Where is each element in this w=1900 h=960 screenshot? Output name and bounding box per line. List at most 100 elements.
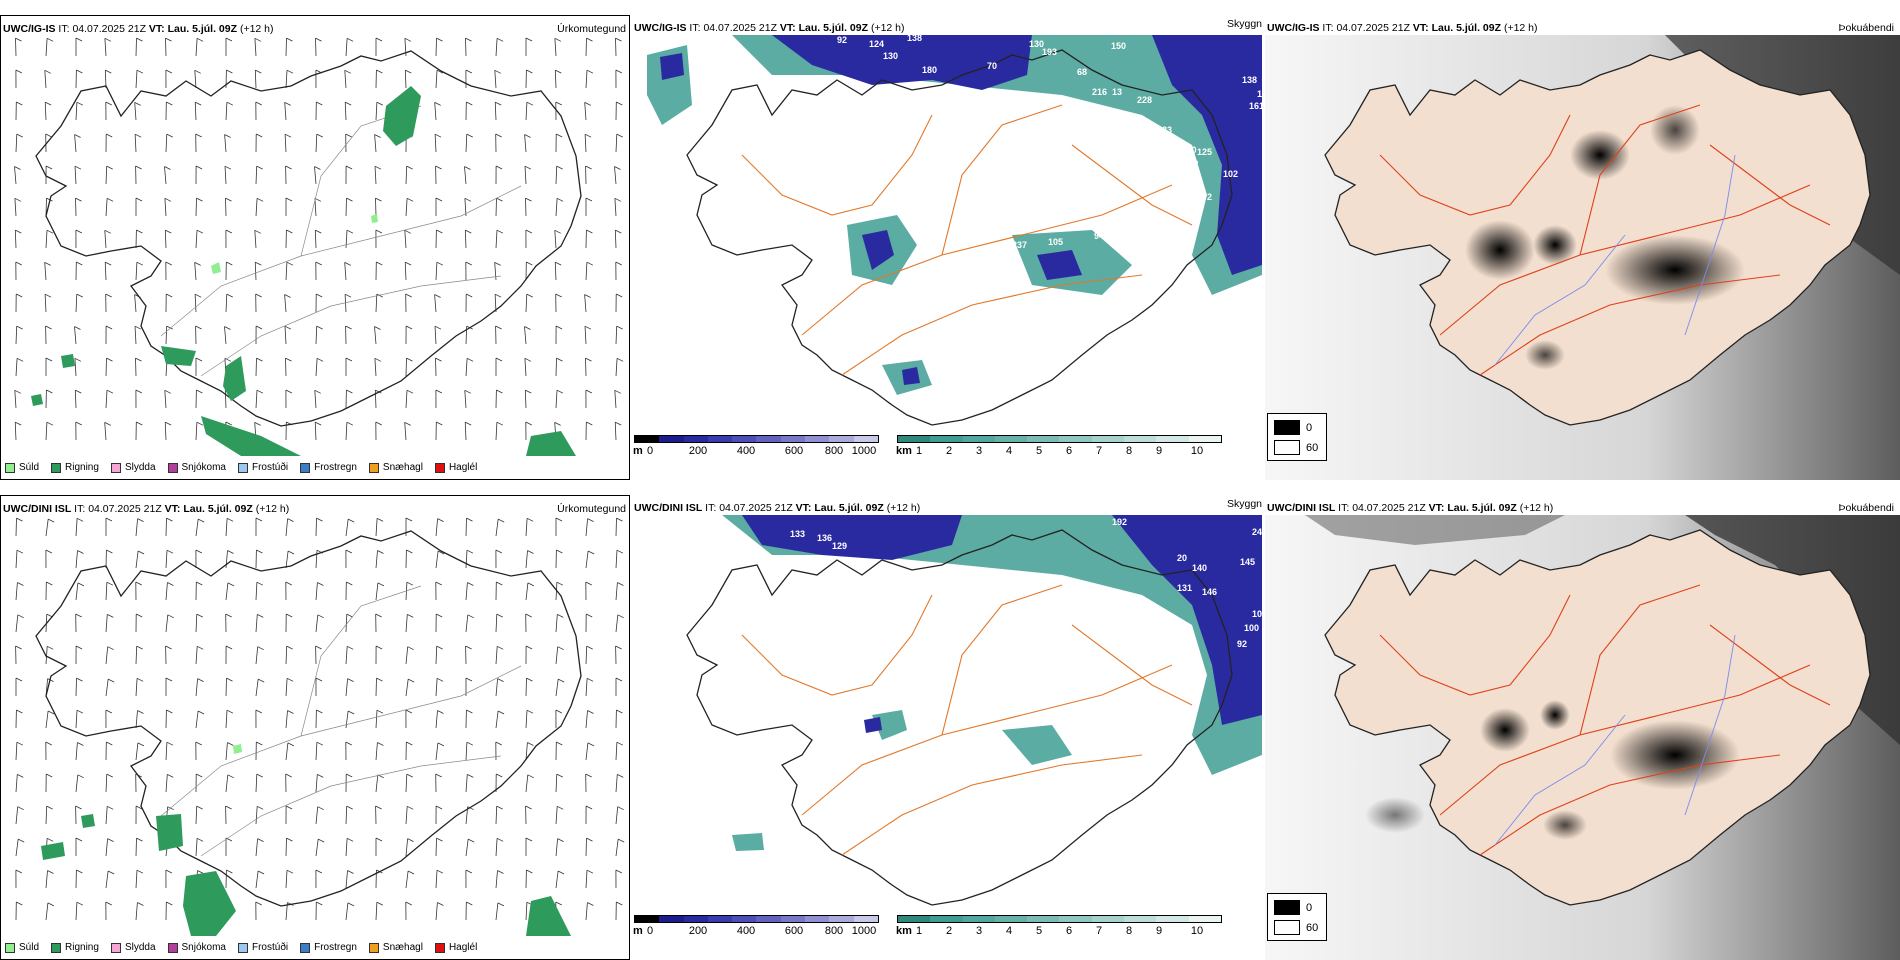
wind-barb-flag xyxy=(197,838,203,841)
wind-barb xyxy=(285,134,286,152)
wind-barb-flag xyxy=(317,774,323,777)
wind-barb-flag xyxy=(16,710,22,713)
wind-barb-flag xyxy=(436,422,442,425)
wind-barb xyxy=(46,871,48,889)
wind-barb-flag xyxy=(405,70,411,73)
lead-time: (+12 h) xyxy=(256,503,290,515)
ceiling-value-label: 161 xyxy=(1249,101,1262,111)
wind-barb-flag xyxy=(286,166,292,169)
wind-barb-flag xyxy=(195,70,201,73)
wind-barb xyxy=(196,422,197,440)
vis-tick: 4 xyxy=(1006,445,1012,457)
legend-item-rigning: Rigning xyxy=(51,462,99,473)
wind-barb-flag xyxy=(138,551,144,554)
wind-barb xyxy=(75,327,77,345)
vt-label: VT: xyxy=(796,502,812,514)
legend-label: Frostregn xyxy=(314,462,357,473)
wind-barb xyxy=(466,839,468,856)
wind-barbs xyxy=(15,38,624,440)
wind-barb-flag xyxy=(437,870,443,873)
wind-barb xyxy=(406,166,407,184)
wind-barb-flag xyxy=(77,294,83,297)
wind-barb-flag xyxy=(137,262,143,265)
wind-barb xyxy=(316,583,317,601)
wind-barb xyxy=(106,390,107,408)
wind-barb xyxy=(76,902,77,920)
fog-legend-value: 0 xyxy=(1306,902,1312,914)
wind-barb-flag xyxy=(47,230,53,233)
wind-barb-flag xyxy=(285,134,291,137)
panel-title-fog: Þokuábendi xyxy=(1839,502,1894,514)
wind-barb-flag xyxy=(375,135,381,138)
wind-barb xyxy=(586,646,587,664)
vis-tick: 5 xyxy=(1036,925,1042,937)
wind-barb xyxy=(196,711,198,728)
legend-swatch xyxy=(51,943,61,953)
wind-barb-flag xyxy=(588,551,594,554)
wind-barb xyxy=(75,166,76,184)
wind-barb xyxy=(436,678,437,696)
wind-barb xyxy=(286,551,288,568)
wind-barb xyxy=(375,166,376,184)
wind-barb-flag xyxy=(526,614,532,617)
wind-barb-flag xyxy=(347,646,353,649)
wind-barb-flag xyxy=(468,615,474,618)
wind-barb-flag xyxy=(46,390,52,393)
wind-barb-flag xyxy=(405,262,411,265)
wind-barb xyxy=(615,198,616,216)
wind-barb-flag xyxy=(497,198,503,201)
wind-barb-flag xyxy=(107,614,113,617)
wind-barb-flag xyxy=(557,390,563,393)
wind-barb-flag xyxy=(17,358,23,361)
wind-barb xyxy=(255,230,256,248)
wind-barb-flag xyxy=(616,710,622,713)
wind-barb xyxy=(556,774,557,792)
model-name: UWC/DINI ISL xyxy=(3,503,71,515)
wind-barb xyxy=(16,326,17,344)
ceiling-value-label: 249 xyxy=(1252,527,1262,537)
panel-header: UWC/DINI ISL IT: 04.07.2025 21Z VT: Lau.… xyxy=(1267,502,1553,514)
wind-barb-flag xyxy=(377,678,383,681)
wind-barb-flag xyxy=(466,38,472,41)
wind-barb xyxy=(435,326,436,344)
wind-barb-flag xyxy=(348,519,354,522)
wind-barb-flag xyxy=(498,871,504,874)
legend-label: Haglél xyxy=(449,462,477,473)
legend-item-snaehagl: Snæhagl xyxy=(369,942,423,953)
wind-barb-flag xyxy=(528,583,534,586)
wind-barb-flag xyxy=(496,550,502,553)
wind-barb-flag xyxy=(345,70,351,73)
wind-barb-flag xyxy=(168,615,174,618)
wind-barb-flag xyxy=(587,262,593,265)
wind-barb-flag xyxy=(17,134,23,137)
wind-barb xyxy=(586,711,588,729)
wind-barb-flag xyxy=(617,774,623,777)
wind-barb xyxy=(376,743,377,761)
wind-barb xyxy=(466,518,467,536)
wind-barb-flag xyxy=(585,134,591,137)
wind-barb-flag xyxy=(495,70,501,73)
wind-barb-flag xyxy=(317,326,323,329)
wind-barb-flag xyxy=(437,838,443,841)
wind-barb-flag xyxy=(136,614,142,617)
wind-barb-flag xyxy=(197,422,203,425)
wind-barb xyxy=(166,134,167,152)
ceiling-value-label: 146 xyxy=(1202,587,1217,597)
wind-barb xyxy=(346,646,347,664)
model-name: UWC/DINI ISL xyxy=(1267,502,1335,514)
wind-barb xyxy=(466,550,467,568)
wind-barb-flag xyxy=(17,742,23,745)
lead-time: (+12 h) xyxy=(1520,502,1554,514)
wind-barb-flag xyxy=(16,262,22,265)
wind-barb-flag xyxy=(588,743,594,746)
wind-barb xyxy=(375,135,376,153)
wind-barb-flag xyxy=(227,102,233,105)
ceiling-colorbar: m 0 200 400 600 800 1000 xyxy=(634,435,879,461)
visibility-unit: km xyxy=(896,445,912,457)
it-label: IT: xyxy=(74,503,85,515)
wind-barb-flag xyxy=(405,38,411,41)
wind-barb-flag xyxy=(616,102,622,105)
wind-barb-flag xyxy=(15,198,21,201)
legend-swatch xyxy=(300,943,310,953)
wind-barb xyxy=(526,294,527,312)
